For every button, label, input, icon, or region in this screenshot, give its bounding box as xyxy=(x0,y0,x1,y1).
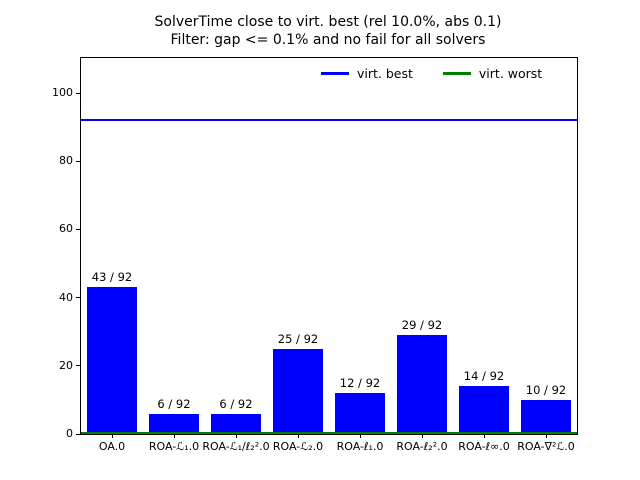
bar xyxy=(335,393,385,434)
y-tick-mark xyxy=(76,433,80,435)
bar xyxy=(397,335,447,434)
x-tick-mark xyxy=(545,434,547,438)
bar-value-label: 29 / 92 xyxy=(401,318,443,333)
x-tick-mark xyxy=(483,434,485,438)
x-tick-label: ROA-ℒ₁.0 xyxy=(148,440,200,453)
bar xyxy=(273,348,323,434)
y-tick-label: 40 xyxy=(59,290,73,304)
hline-virt-worst xyxy=(81,432,577,434)
bar xyxy=(211,413,261,434)
chart-title: SolverTime close to virt. best (rel 10.0… xyxy=(154,14,502,30)
y-tick-mark xyxy=(76,228,80,230)
legend-entry-virt-worst: virt. worst xyxy=(442,66,543,81)
y-tick-mark xyxy=(76,92,80,94)
y-tick-label: 20 xyxy=(59,358,73,372)
y-tick-mark xyxy=(76,365,80,367)
y-tick-label: 100 xyxy=(52,86,73,100)
chart-title-block: SolverTime close to virt. best (rel 10.0… xyxy=(80,13,576,49)
x-tick-mark xyxy=(111,434,113,438)
bar-value-label: 6 / 92 xyxy=(219,396,253,411)
y-tick-label: 60 xyxy=(59,222,73,236)
hline-virt-best xyxy=(81,119,577,122)
y-tick-label: 80 xyxy=(59,154,73,168)
x-tick-mark xyxy=(421,434,423,438)
x-tick-label: ROA-ℒ₂.0 xyxy=(272,440,324,453)
x-tick-mark xyxy=(235,434,237,438)
legend-label-virt-worst: virt. worst xyxy=(478,66,543,81)
legend: virt. best virt. worst xyxy=(321,66,542,81)
bar-value-label: 6 / 92 xyxy=(157,396,191,411)
x-tick-mark xyxy=(359,434,361,438)
bar xyxy=(459,386,509,434)
virt-worst-line-sample xyxy=(442,72,471,75)
x-tick-mark xyxy=(173,434,175,438)
x-tick-label: ROA-ℓ₁.0 xyxy=(336,440,384,453)
y-tick-mark xyxy=(76,297,80,299)
x-tick-label: ROA-∇²ℒ.0 xyxy=(517,440,575,453)
bar xyxy=(521,399,571,434)
x-tick-mark xyxy=(297,434,299,438)
y-tick-label: 0 xyxy=(66,427,73,440)
y-tick-mark xyxy=(76,160,80,162)
plot-area: virt. best virt. worst 0 20 40 60 80 100 43 / … xyxy=(52,57,578,453)
x-tick-label: ROA-ℓ∞.0 xyxy=(458,440,510,453)
legend-entry-virt-best: virt. best xyxy=(321,66,413,81)
bar-value-label: 10 / 92 xyxy=(525,382,567,397)
bar-value-label: 12 / 92 xyxy=(339,376,381,391)
chart-subtitle: Filter: gap <= 0.1% and no fail for all … xyxy=(170,32,486,48)
bar xyxy=(87,287,137,434)
x-tick-label: OA.0 xyxy=(98,440,126,453)
bar-value-label: 25 / 92 xyxy=(277,331,319,346)
x-tick-label: ROA-ℒ₁/ℓ₂².0 xyxy=(202,440,270,453)
virt-best-line-sample xyxy=(321,72,349,75)
legend-label-virt-best: virt. best xyxy=(357,66,413,81)
x-tick-label: ROA-ℓ₂².0 xyxy=(396,440,448,453)
bar-value-label: 14 / 92 xyxy=(463,369,505,384)
bar xyxy=(149,413,199,434)
bar-value-label: 43 / 92 xyxy=(91,270,133,285)
